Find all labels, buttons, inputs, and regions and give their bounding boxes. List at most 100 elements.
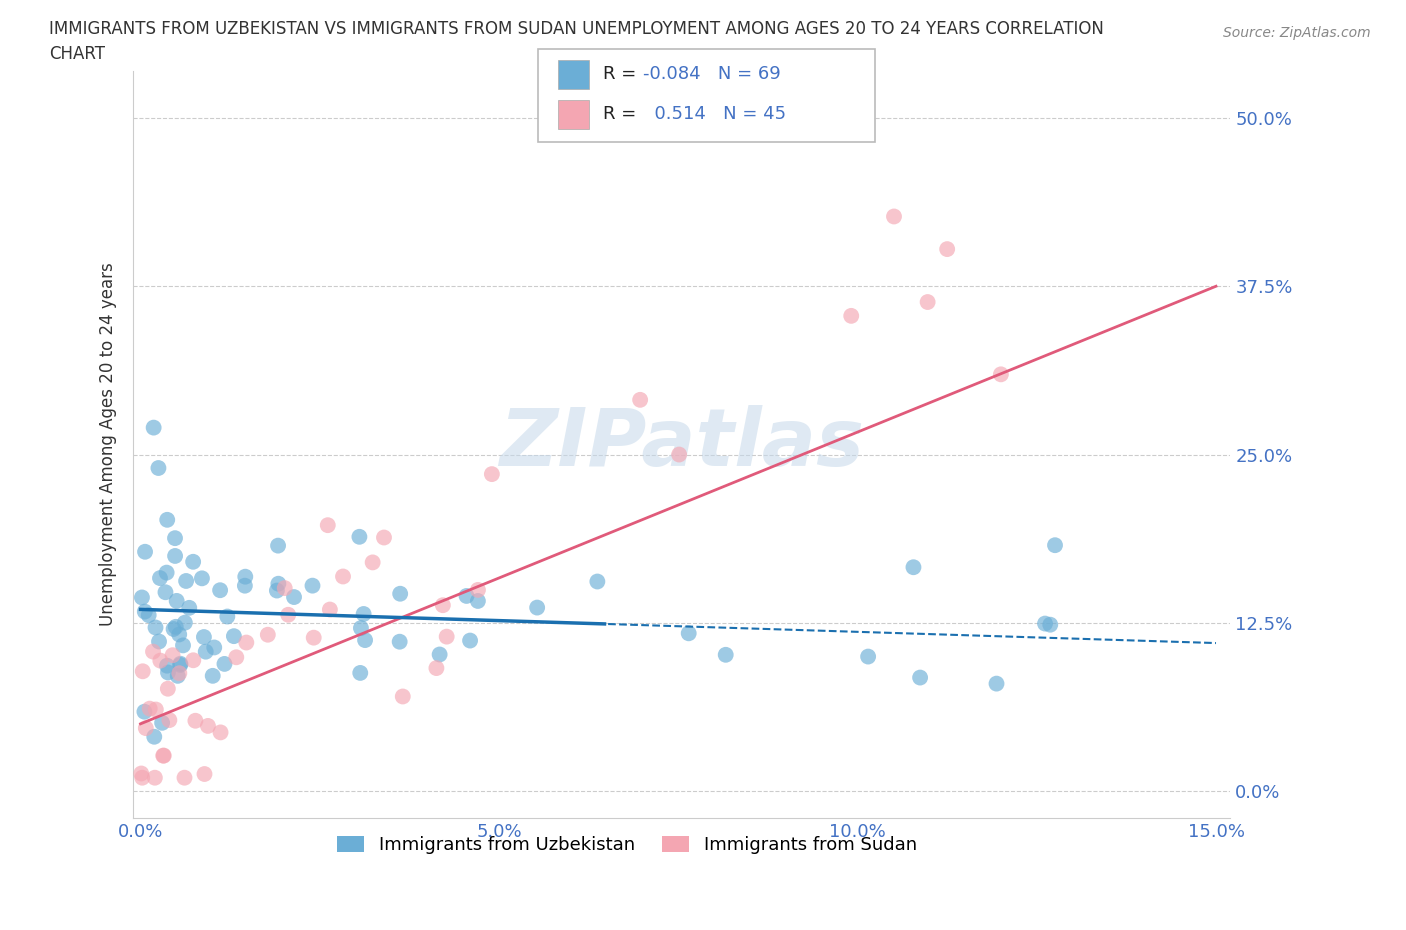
Point xyxy=(143,729,166,744)
Point xyxy=(425,660,447,675)
Text: IMMIGRANTS FROM UZBEKISTAN VS IMMIGRANTS FROM SUDAN UNEMPLOYMENT AMONG AGES 20 T: IMMIGRANTS FROM UZBEKISTAN VS IMMIGRANTS… xyxy=(49,20,1104,38)
Point xyxy=(148,634,170,649)
Point xyxy=(157,712,180,727)
Point xyxy=(1039,618,1062,632)
Point xyxy=(678,626,700,641)
Point xyxy=(456,589,478,604)
Point xyxy=(903,560,925,575)
Point xyxy=(1033,617,1056,631)
Point xyxy=(131,590,153,604)
Point xyxy=(302,631,325,645)
Point xyxy=(209,725,232,740)
Point xyxy=(233,569,256,584)
Point xyxy=(266,583,288,598)
Point xyxy=(361,555,384,570)
Text: ZIPatlas: ZIPatlas xyxy=(499,405,865,484)
Point xyxy=(301,578,323,593)
Point xyxy=(148,460,170,475)
Point xyxy=(163,531,186,546)
Point xyxy=(373,530,395,545)
Point xyxy=(167,627,190,642)
Point xyxy=(349,666,371,681)
Point xyxy=(134,604,156,619)
Point xyxy=(432,598,454,613)
Point xyxy=(350,620,373,635)
Point xyxy=(214,657,236,671)
Point xyxy=(652,111,675,126)
Point xyxy=(586,574,609,589)
Point xyxy=(256,627,278,642)
Point xyxy=(354,632,377,647)
Point xyxy=(526,600,548,615)
Point xyxy=(936,242,959,257)
Point xyxy=(172,638,194,653)
Point xyxy=(986,676,1008,691)
Point xyxy=(349,529,371,544)
Point xyxy=(839,309,862,324)
Point xyxy=(267,577,290,591)
Point xyxy=(388,634,411,649)
Point xyxy=(628,392,651,407)
Point xyxy=(156,665,179,680)
Text: -0.084   N = 69: -0.084 N = 69 xyxy=(643,65,780,84)
Point xyxy=(391,689,413,704)
Point xyxy=(856,649,879,664)
Point xyxy=(149,571,172,586)
Point xyxy=(134,704,156,719)
Point xyxy=(908,671,931,685)
Point xyxy=(138,701,160,716)
Point xyxy=(181,653,204,668)
Point xyxy=(181,554,204,569)
Point xyxy=(222,629,245,644)
Point xyxy=(131,770,153,785)
Point xyxy=(162,621,184,636)
Point xyxy=(165,549,187,564)
Point xyxy=(152,748,174,763)
Point xyxy=(193,766,215,781)
Point xyxy=(277,607,299,622)
Point xyxy=(184,713,207,728)
Point xyxy=(283,590,305,604)
Point xyxy=(1043,538,1066,552)
Y-axis label: Unemployment Among Ages 20 to 24 years: Unemployment Among Ages 20 to 24 years xyxy=(100,262,117,626)
Point xyxy=(142,420,165,435)
Point xyxy=(883,209,905,224)
Point xyxy=(135,721,157,736)
Point xyxy=(156,512,179,527)
Point xyxy=(150,715,173,730)
Point xyxy=(274,580,297,595)
Point xyxy=(174,574,197,589)
Text: 0.514   N = 45: 0.514 N = 45 xyxy=(643,105,786,124)
Point xyxy=(156,682,179,697)
Point xyxy=(134,544,156,559)
Point xyxy=(389,586,412,601)
Point xyxy=(138,607,160,622)
Point xyxy=(332,569,354,584)
Point xyxy=(166,593,188,608)
Point xyxy=(169,657,191,671)
Point xyxy=(169,666,191,681)
Point xyxy=(143,770,166,785)
Point xyxy=(165,619,187,634)
Point xyxy=(917,295,939,310)
Point xyxy=(209,583,232,598)
Point xyxy=(235,635,257,650)
Point xyxy=(155,585,177,600)
Point xyxy=(129,766,152,781)
Point xyxy=(162,648,184,663)
Point xyxy=(132,664,155,679)
Point xyxy=(197,719,219,734)
Point xyxy=(166,669,188,684)
Point xyxy=(169,658,191,672)
Point xyxy=(201,669,224,684)
Point xyxy=(668,447,690,462)
Point xyxy=(149,653,172,668)
Point xyxy=(319,602,342,617)
Point xyxy=(191,571,214,586)
Point xyxy=(353,606,375,621)
Text: CHART: CHART xyxy=(49,45,105,62)
Point xyxy=(145,702,167,717)
Point xyxy=(225,650,247,665)
Point xyxy=(152,749,174,764)
Point xyxy=(458,633,481,648)
